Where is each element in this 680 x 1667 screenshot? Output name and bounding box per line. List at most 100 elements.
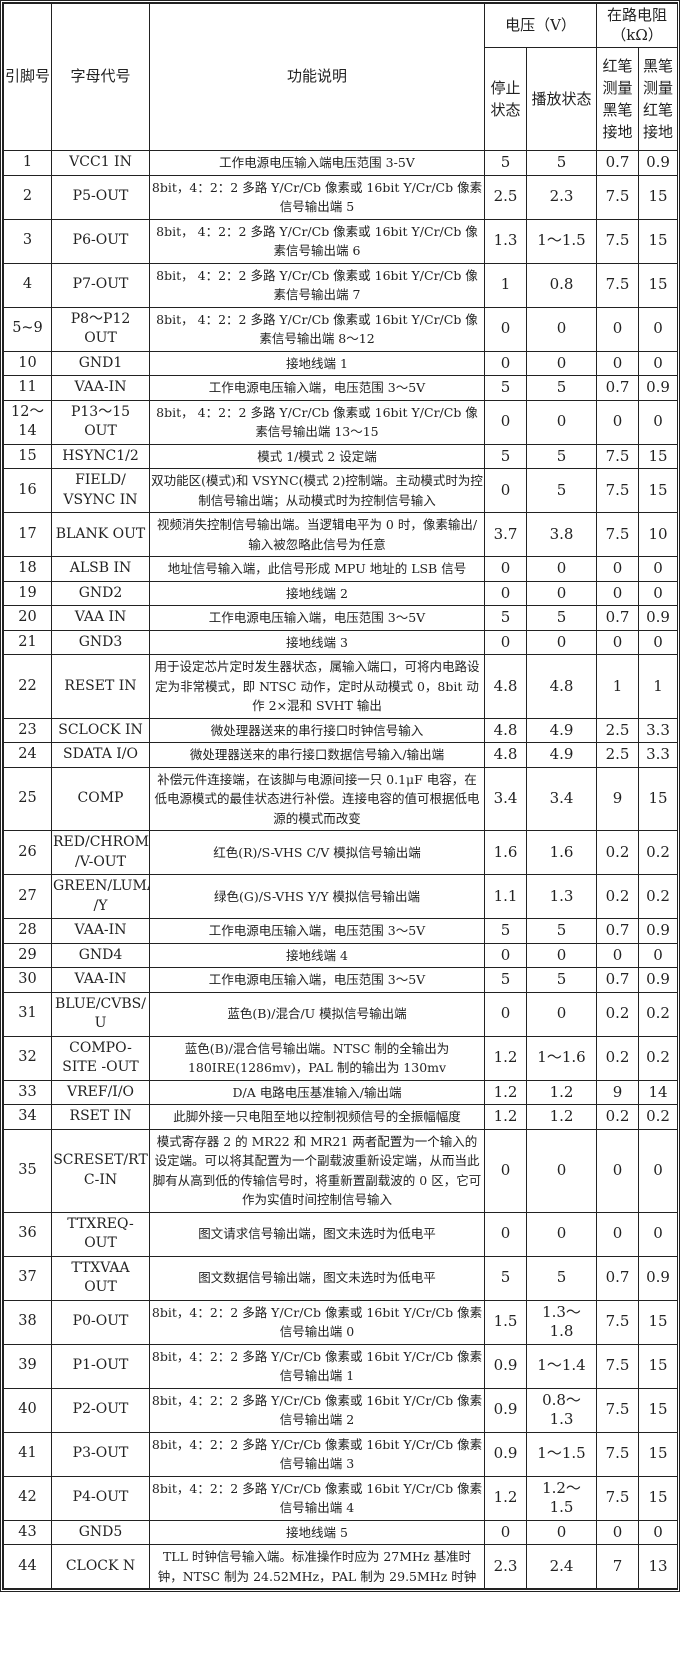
stop-voltage-cell: 1.5 xyxy=(484,1299,527,1345)
function-cell: 接地线端 4 xyxy=(149,942,485,968)
pin-cell: 4 xyxy=(3,262,52,308)
stop-voltage-cell: 0 xyxy=(484,1128,527,1213)
stop-voltage-cell: 1.6 xyxy=(484,830,527,875)
play-voltage-cell: 0 xyxy=(526,350,597,376)
black-probe-resistance-cell: 15 xyxy=(638,262,678,308)
table-row: 28 VAA-IN 工作电源电压输入端，电压范围 3～5V 5 5 0.7 0.9 xyxy=(3,918,678,944)
table-row: 1 VCC1 IN 工作电源电压输入端电压范围 3-5V 5 5 0.7 0.9 xyxy=(3,150,678,176)
code-cell: P13～15 OUT xyxy=(51,399,150,445)
pin-cell: 24 xyxy=(3,742,52,768)
table-row: 42 P4-OUT 8bit，4：2：2 多路 Y/Cr/Cb 像素或 16bit … xyxy=(3,1475,678,1521)
code-cell: CLOCK N xyxy=(51,1544,150,1589)
play-voltage-cell: 4.9 xyxy=(526,717,597,743)
red-probe-resistance-cell: 0.7 xyxy=(596,967,639,993)
black-probe-resistance-cell: 15 xyxy=(638,1343,678,1389)
function-cell: 模式 1/模式 2 设定端 xyxy=(149,443,485,469)
table-row: 36 TTXREQ-OUT 图文请求信号输出端，图文未选时为低电平 0 0 0 0 xyxy=(3,1211,678,1257)
pin-cell: 30 xyxy=(3,967,52,993)
table-row: 11 VAA-IN 工作电源电压输入端，电压范围 3～5V 5 5 0.7 0.9 xyxy=(3,375,678,401)
table-row: 35 SCRESET/RT C-IN 模式寄存器 2 的 MR22 和 MR21 两… xyxy=(3,1128,678,1213)
pin-cell: 12～14 xyxy=(3,399,52,445)
black-probe-resistance-cell: 0 xyxy=(638,399,678,445)
code-cell: P5-OUT xyxy=(51,174,150,220)
function-cell: 此脚外接一只电阻至地以控制视频信号的全振幅幅度 xyxy=(149,1104,485,1130)
red-probe-resistance-cell: 7.5 xyxy=(596,1387,639,1433)
black-probe-resistance-cell: 0 xyxy=(638,1519,678,1545)
table-row: 17 BLANK OUT 视频消失控制信号输出端。当逻辑电平为 0 时，像素输出/输… xyxy=(3,512,678,557)
black-probe-resistance-cell: 3.3 xyxy=(638,742,678,768)
function-cell: 8bit， 4：2：2 多路 Y/Cr/Cb 像素或 16bit Y/Cr/Cb… xyxy=(149,306,485,352)
function-cell: 接地线端 5 xyxy=(149,1519,485,1545)
black-probe-resistance-cell: 15 xyxy=(638,766,678,831)
stop-voltage-cell: 5 xyxy=(484,150,527,176)
function-cell: 工作电源电压输入端，电压范围 3～5V xyxy=(149,967,485,993)
black-probe-resistance-cell: 0.2 xyxy=(638,830,678,875)
red-probe-resistance-cell: 0 xyxy=(596,942,639,968)
play-voltage-cell: 5 xyxy=(526,918,597,944)
code-cell: P1-OUT xyxy=(51,1343,150,1389)
red-probe-resistance-cell: 7.5 xyxy=(596,174,639,220)
black-probe-resistance-cell: 0 xyxy=(638,629,678,655)
pin-cell: 10 xyxy=(3,350,52,376)
black-probe-resistance-cell: 15 xyxy=(638,1299,678,1345)
red-probe-resistance-cell: 7.5 xyxy=(596,468,639,513)
play-voltage-cell: 0 xyxy=(526,1211,597,1257)
play-voltage-cell: 1～1.6 xyxy=(526,1035,597,1081)
code-cell: GND4 xyxy=(51,942,150,968)
pin-cell: 37 xyxy=(3,1255,52,1301)
pin-cell: 36 xyxy=(3,1211,52,1257)
function-cell: 接地线端 1 xyxy=(149,350,485,376)
play-voltage-cell: 1.3 xyxy=(526,874,597,919)
black-probe-resistance-cell: 0.2 xyxy=(638,1104,678,1130)
header-code: 字母代号 xyxy=(51,3,150,151)
function-cell: 图文数据信号输出端，图文未选时为低电平 xyxy=(149,1255,485,1301)
pin-cell: 1 xyxy=(3,150,52,176)
pin-cell: 2 xyxy=(3,174,52,220)
function-cell: 8bit， 4：2：2 多路 Y/Cr/Cb 像素或 16bit Y/Cr/Cb… xyxy=(149,262,485,308)
table-row: 38 P0-OUT 8bit，4：2：2 多路 Y/Cr/Cb 像素或 16bit … xyxy=(3,1299,678,1345)
header-row: 引脚号 字母代号 功能说明 电压（V） 在路电阻（kΩ） xyxy=(3,3,678,151)
code-cell: P8～P12 OUT xyxy=(51,306,150,352)
pin-cell: 16 xyxy=(3,468,52,513)
table-body: 1 VCC1 IN 工作电源电压输入端电压范围 3-5V 5 5 0.7 0.9 2 P5-OU… xyxy=(3,150,678,1589)
function-cell: D/A 电路电压基准输入/输出端 xyxy=(149,1079,485,1105)
red-probe-resistance-cell: 7.5 xyxy=(596,262,639,308)
black-probe-resistance-cell: 0 xyxy=(638,306,678,352)
code-cell: SCLOCK IN xyxy=(51,717,150,743)
table-row: 25 COMP 补偿元件连接端，在该脚与电源间接一只 0.1μF 电容，在低电源模式… xyxy=(3,766,678,831)
header-play: 播放状态 xyxy=(526,47,597,151)
play-voltage-cell: 1～1.5 xyxy=(526,218,597,264)
code-cell: TTXVAA OUT xyxy=(51,1255,150,1301)
code-cell: FIELD/ VSYNC IN xyxy=(51,468,150,513)
stop-voltage-cell: 4.8 xyxy=(484,717,527,743)
black-probe-resistance-cell: 0 xyxy=(638,1128,678,1213)
pin-cell: 23 xyxy=(3,717,52,743)
function-cell: 模式寄存器 2 的 MR22 和 MR21 两者配置为一个输入的设定端。可以将其… xyxy=(149,1128,485,1213)
red-probe-resistance-cell: 2.5 xyxy=(596,742,639,768)
stop-voltage-cell: 1.2 xyxy=(484,1475,527,1521)
play-voltage-cell: 2.3 xyxy=(526,174,597,220)
play-voltage-cell: 4.9 xyxy=(526,742,597,768)
code-cell: VCC1 IN xyxy=(51,150,150,176)
black-probe-resistance-cell: 0.2 xyxy=(638,874,678,919)
pin-cell: 20 xyxy=(3,605,52,631)
code-cell: COMP xyxy=(51,766,150,831)
code-cell: GND2 xyxy=(51,580,150,606)
code-cell: VAA-IN xyxy=(51,375,150,401)
table-row: 31 BLUE/CVBS/ U 蓝色(B)/混合/U 模拟信号输出端 0 0 0.2 0.2 xyxy=(3,991,678,1037)
black-probe-resistance-cell: 13 xyxy=(638,1544,678,1589)
black-probe-resistance-cell: 0 xyxy=(638,556,678,582)
table-row: 16 FIELD/ VSYNC IN 双功能区(模式)和 VSYNC(模式 2)控制… xyxy=(3,468,678,513)
function-cell: 用于设定芯片定时发生器状态，属输入端口，可将内电路设定为非常模式，即 NTSC … xyxy=(149,654,485,719)
code-cell: TTXREQ-OUT xyxy=(51,1211,150,1257)
pin-cell: 41 xyxy=(3,1431,52,1477)
function-cell: 8bit，4：2：2 多路 Y/Cr/Cb 像素或 16bit Y/Cr/Cb … xyxy=(149,1475,485,1521)
red-probe-resistance-cell: 7.5 xyxy=(596,218,639,264)
play-voltage-cell: 0 xyxy=(526,991,597,1037)
play-voltage-cell: 0.8 xyxy=(526,262,597,308)
red-probe-resistance-cell: 0 xyxy=(596,1211,639,1257)
red-probe-resistance-cell: 7.5 xyxy=(596,512,639,557)
pin-cell: 43 xyxy=(3,1519,52,1545)
stop-voltage-cell: 2.5 xyxy=(484,174,527,220)
